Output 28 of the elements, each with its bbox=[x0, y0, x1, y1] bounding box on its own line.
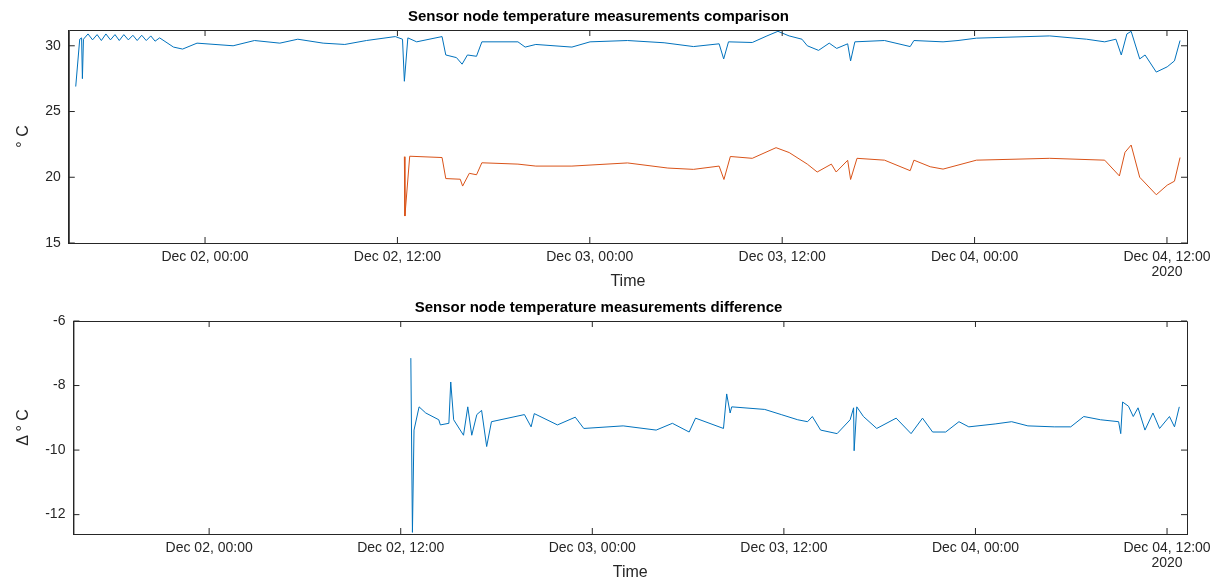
x-tick-label: Dec 02, 12:00 bbox=[353, 248, 442, 265]
x-axis-title: Time bbox=[610, 271, 646, 289]
y-tick-label: -12 bbox=[45, 505, 66, 522]
x-tick-label: Dec 04, 00:00 bbox=[930, 248, 1019, 265]
y-tick-label: 15 bbox=[45, 233, 61, 250]
y-tick-label: -8 bbox=[52, 376, 66, 393]
y-axis-title: Δ ° C bbox=[14, 409, 32, 446]
x-tick-label: Dec 04, 12:00 bbox=[1123, 539, 1211, 556]
y-tick-label: 25 bbox=[45, 102, 61, 119]
y-tick-label: -10 bbox=[45, 440, 66, 457]
chart-title: Sensor node temperature measurements difference bbox=[414, 298, 783, 316]
x-tick-label: Dec 02, 00:00 bbox=[165, 539, 253, 556]
x-axis-title: Time bbox=[612, 562, 648, 580]
x-tick-label: Dec 04, 12:00 bbox=[1123, 248, 1211, 265]
x-tick-label: Dec 03, 00:00 bbox=[548, 539, 637, 556]
y-tick-label: 20 bbox=[45, 168, 61, 185]
x-tick-label: Dec 02, 12:00 bbox=[357, 539, 445, 556]
x-tick-label: Dec 03, 00:00 bbox=[546, 248, 634, 265]
x-tick-label: Dec 03, 12:00 bbox=[738, 248, 826, 265]
text: 2020 bbox=[1151, 262, 1183, 279]
y-tick-label: -6 bbox=[52, 311, 66, 328]
y-tick-label: 30 bbox=[45, 36, 61, 53]
chart-title: Sensor node temperature measurements comparison bbox=[408, 7, 789, 25]
y-axis-title: ° C bbox=[14, 125, 32, 148]
x-tick-label: Dec 04, 00:00 bbox=[931, 539, 1020, 556]
text: 2020 bbox=[1151, 553, 1183, 570]
x-tick-label: Dec 02, 00:00 bbox=[161, 248, 249, 265]
x-tick-label: Dec 03, 12:00 bbox=[740, 539, 828, 556]
